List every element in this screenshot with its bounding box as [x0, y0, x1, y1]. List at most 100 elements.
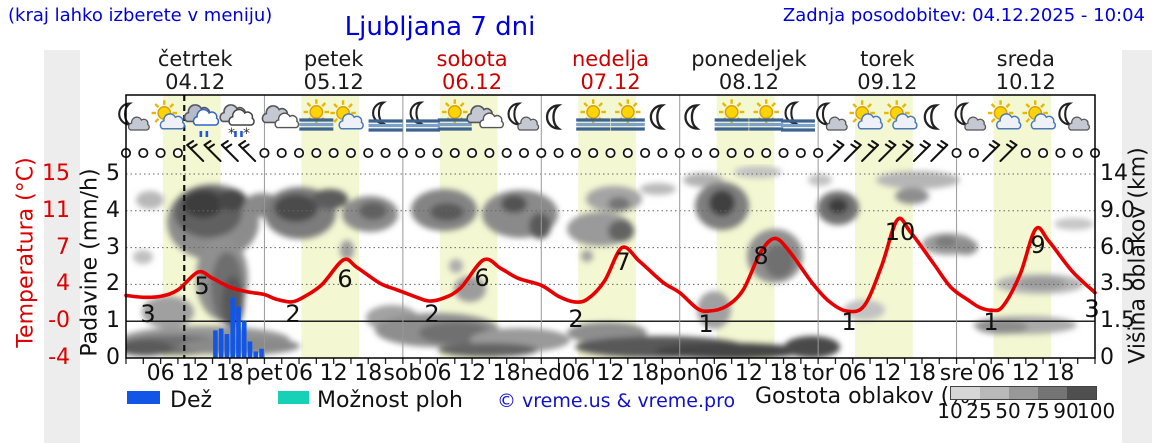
calm-wind-circle-icon	[795, 147, 806, 159]
cloud-height-tick: 0	[1100, 345, 1114, 370]
rain-bar	[259, 348, 264, 358]
rain-bar	[253, 351, 259, 358]
copyright-link[interactable]: © vreme.us & vreme.pro	[497, 390, 736, 412]
temperature-value-label: 3	[140, 300, 155, 328]
rain-bar	[224, 334, 230, 358]
cloud-blob	[655, 343, 805, 358]
moon-fog-icon	[368, 101, 403, 132]
sun-fog-icon	[749, 99, 784, 131]
x-axis-label: 18	[215, 361, 244, 386]
moon-fog-icon	[780, 101, 815, 132]
cloud-blob	[764, 244, 794, 278]
calm-wind-circle-icon	[674, 147, 685, 159]
moon-icon	[649, 104, 667, 130]
moon-cloud-icon	[816, 102, 848, 131]
x-axis-label: 12	[319, 361, 348, 386]
cloud-scale-segment	[1009, 387, 1038, 399]
cloud-blob	[136, 191, 164, 209]
calm-wind-circle-icon	[622, 147, 633, 159]
cloud-blob	[895, 188, 929, 204]
wind-barb-icon	[878, 140, 897, 162]
cloud-blob	[218, 189, 246, 211]
calm-wind-circle-icon	[380, 147, 391, 159]
chart-frame	[125, 94, 1096, 359]
sun-fog-icon	[714, 99, 749, 131]
wind-barb-icon	[999, 140, 1018, 162]
day-date: 09.12	[857, 70, 918, 94]
svg-text:*: *	[243, 126, 250, 142]
cloud-density-legend-label: Gostota oblakov (%)	[755, 384, 979, 409]
right-gutter	[1122, 50, 1152, 443]
day-date: 05.12	[303, 70, 364, 94]
cloud-blob	[454, 276, 486, 302]
cloud-blob	[449, 259, 463, 273]
wind-barb-icon	[203, 140, 222, 162]
day-date: 07.12	[580, 70, 641, 94]
day-name: sobota	[436, 47, 508, 71]
temp-tick: 7	[56, 234, 70, 260]
sun-cloud-icon	[987, 100, 1022, 130]
calm-wind-circle-icon	[1072, 147, 1083, 159]
location-hint: (kraj lahko izberete v meniju)	[8, 5, 273, 26]
cloud-height-tick: 3.5	[1100, 271, 1135, 297]
calm-wind-circle-icon	[605, 147, 616, 159]
cloud-blob	[312, 189, 348, 209]
x-axis-label: 06	[977, 361, 1006, 386]
rain-bar	[236, 306, 241, 358]
day-name: nedelja	[571, 47, 650, 71]
temp-tick: 15	[42, 161, 70, 186]
wind-barb-icon	[826, 140, 845, 162]
temp-tick: -0	[48, 308, 70, 334]
day-date: 10.12	[995, 70, 1056, 94]
day-name: četrtek	[157, 47, 233, 71]
showers-legend-swatch	[278, 391, 309, 404]
precipitation-bars	[213, 297, 264, 358]
page-title: Ljubljana 7 dni	[344, 12, 536, 42]
clouds-icon	[466, 105, 504, 129]
cloud-density-scale-bar	[950, 386, 1097, 400]
cloud-scale-value: 75	[1024, 399, 1050, 423]
cloud-density-field	[126, 166, 1094, 358]
sun-fog-icon	[576, 99, 611, 131]
calm-wind-circle-icon	[311, 147, 322, 159]
calm-wind-circle-icon	[1038, 147, 1049, 159]
x-axis-label: 18	[631, 361, 660, 386]
x-axis-label: 06	[146, 361, 175, 386]
x-axis-label: 12	[596, 361, 625, 386]
temperature-value-label: 1	[983, 308, 998, 336]
wind-barb-icon	[982, 140, 1001, 162]
moon-icon	[545, 104, 563, 130]
temp-tick: -4	[48, 345, 70, 370]
calm-wind-circle-icon	[726, 147, 737, 159]
day-name: torek	[860, 47, 915, 71]
calm-wind-circle-icon	[449, 147, 460, 159]
sun-cloud-icon	[1022, 100, 1056, 130]
cloud-blob	[581, 250, 593, 262]
cloud-height-tick: 14	[1100, 161, 1128, 186]
day-date: 08.12	[718, 70, 779, 94]
wind-barb-icon	[843, 140, 862, 162]
wind-barb-icon	[930, 140, 949, 162]
temperature-value-label: 5	[194, 272, 209, 300]
x-axis-label: 12	[734, 361, 763, 386]
calm-wind-circle-icon	[397, 147, 408, 159]
svg-text:*: *	[228, 126, 235, 142]
temperature-value-label: 10	[885, 218, 916, 246]
cloud-scale-segment	[980, 387, 1009, 399]
rain-cloud-icon	[183, 104, 220, 137]
rain-legend-swatch	[127, 391, 160, 404]
cloud-scale-segment	[1067, 387, 1096, 399]
x-axis-label: 12	[458, 361, 487, 386]
calm-wind-circle-icon	[484, 147, 495, 159]
calm-wind-circle-icon	[778, 147, 789, 159]
x-axis-label: 12	[1011, 361, 1040, 386]
x-axis-label: 12	[873, 361, 902, 386]
sun-cloud-icon	[849, 100, 883, 130]
temperature-value-label: 7	[615, 248, 630, 276]
cloud-blob	[1018, 277, 1066, 289]
moon-cloud-icon	[954, 102, 987, 131]
moon-cloud-icon	[1058, 102, 1090, 131]
precip-tick: 0	[106, 345, 120, 370]
calm-wind-circle-icon	[657, 147, 668, 159]
